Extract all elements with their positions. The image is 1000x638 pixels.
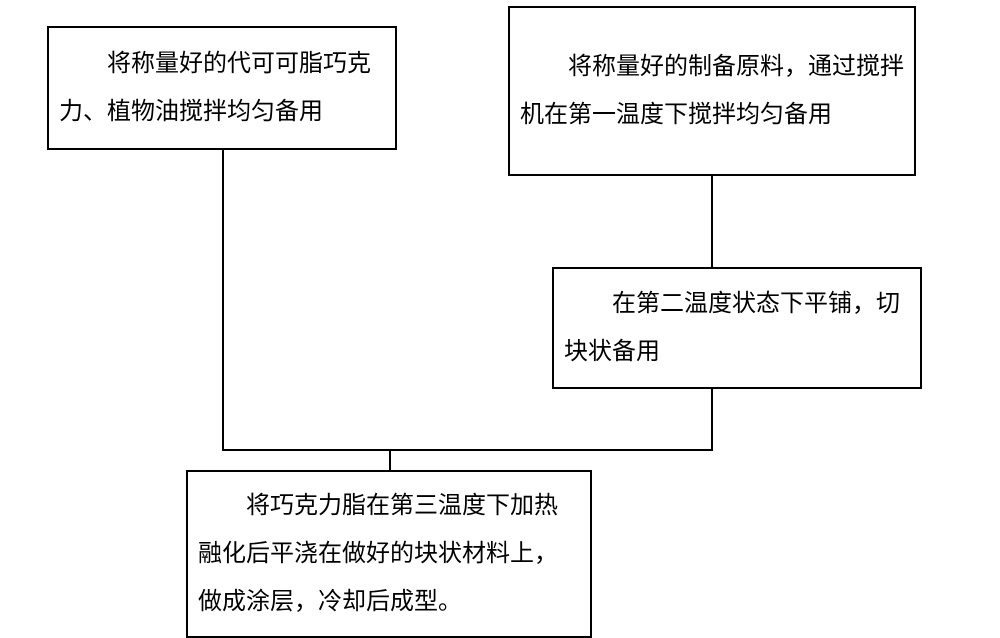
node-bottom: 将巧克力脂在第三温度下加热融化后平浇在做好的块状材料上，做成涂层，冷却后成型。: [186, 470, 592, 638]
node-top-left-text: 将称量好的代可可脂巧克力、植物油搅拌均匀备用: [59, 40, 385, 136]
node-mid-right-text: 在第二温度状态下平铺，切块状备用: [564, 280, 910, 376]
node-top-right-text: 将称量好的制备原料，通过搅拌机在第一温度下搅拌均匀备用: [520, 43, 904, 139]
node-mid-right: 在第二温度状态下平铺，切块状备用: [552, 267, 922, 389]
flowchart-canvas: 将称量好的代可可脂巧克力、植物油搅拌均匀备用 将称量好的制备原料，通过搅拌机在第…: [0, 0, 1000, 638]
node-top-right: 将称量好的制备原料，通过搅拌机在第一温度下搅拌均匀备用: [508, 6, 916, 176]
node-top-left: 将称量好的代可可脂巧克力、植物油搅拌均匀备用: [47, 26, 397, 150]
node-bottom-text: 将巧克力脂在第三温度下加热融化后平浇在做好的块状材料上，做成涂层，冷却后成型。: [198, 482, 580, 626]
